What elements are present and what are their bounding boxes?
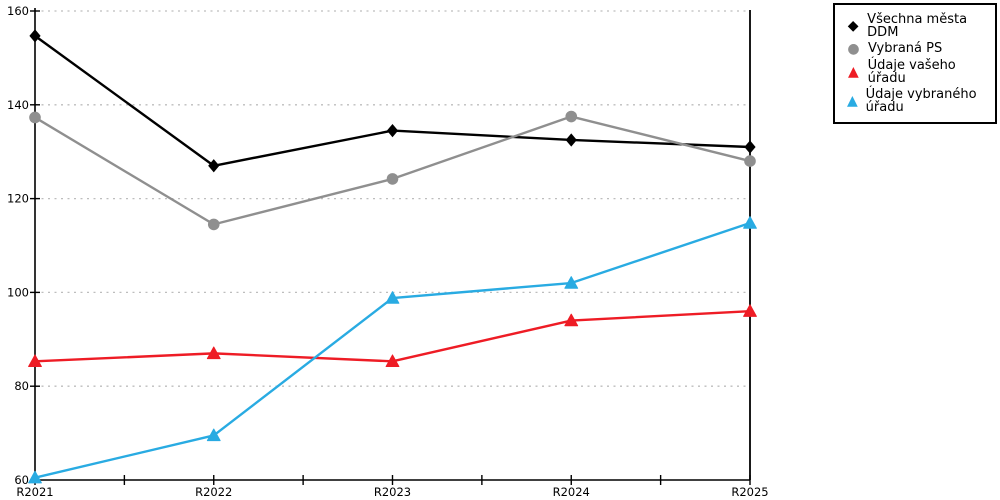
data-point-marker	[206, 346, 221, 360]
x-tick-label: R2023	[374, 485, 411, 499]
circle-marker-icon: ●	[847, 40, 860, 57]
legend-label: Údaje vybraného úřadu	[865, 87, 977, 116]
data-point-marker	[29, 29, 41, 43]
legend-label: Údaje vašeho úřadu	[867, 58, 956, 87]
y-tick-label: 100	[7, 285, 29, 299]
data-point-marker	[206, 428, 221, 442]
x-tick-label: R2022	[195, 485, 232, 499]
data-point-marker	[744, 140, 756, 154]
data-point-marker	[565, 133, 577, 147]
x-tick-label: R2021	[16, 485, 53, 499]
y-tick-label: 60	[14, 473, 29, 487]
legend: ◆ Všechna města DDM ● Vybraná PS ▲ Údaje vaše…	[833, 3, 997, 124]
series-line	[33, 221, 752, 479]
data-point-marker	[564, 276, 579, 289]
data-point-marker	[208, 159, 220, 173]
y-tick-label: 160	[7, 4, 29, 18]
data-point-marker	[385, 354, 400, 368]
legend-item: ▲ Údaje vybraného úřadu	[846, 88, 995, 114]
x-tick-label: R2024	[553, 485, 590, 499]
data-point-marker	[28, 470, 42, 484]
y-tick-label: 140	[7, 98, 29, 112]
data-point-marker	[744, 155, 756, 167]
legend-label: Vybraná PS	[868, 41, 943, 57]
data-point-marker	[743, 216, 757, 229]
triangle-marker-icon: ▲	[847, 64, 859, 81]
diamond-marker-icon: ◆	[847, 17, 859, 34]
triangle-marker-icon: ▲	[846, 93, 858, 110]
data-point-marker	[207, 218, 220, 231]
data-point-marker	[385, 291, 400, 304]
data-point-marker	[386, 173, 399, 185]
legend-item: ◆ Všechna města DDM	[846, 13, 995, 39]
legend-item: ▲ Údaje vašeho úřadu	[846, 59, 995, 85]
data-point-marker	[565, 110, 578, 123]
data-point-marker	[28, 354, 42, 368]
legend-label: Všechna města DDM	[867, 11, 968, 40]
y-tick-label: 80	[14, 379, 29, 393]
data-point-marker	[29, 111, 41, 124]
legend-item: ● Vybraná PS	[846, 42, 995, 56]
series-line	[33, 309, 752, 363]
y-tick-label: 120	[7, 192, 29, 206]
x-tick-label: R2025	[731, 485, 768, 499]
data-point-marker	[743, 304, 757, 317]
data-point-marker	[386, 123, 399, 138]
series-line	[33, 34, 752, 167]
data-point-marker	[564, 313, 579, 327]
